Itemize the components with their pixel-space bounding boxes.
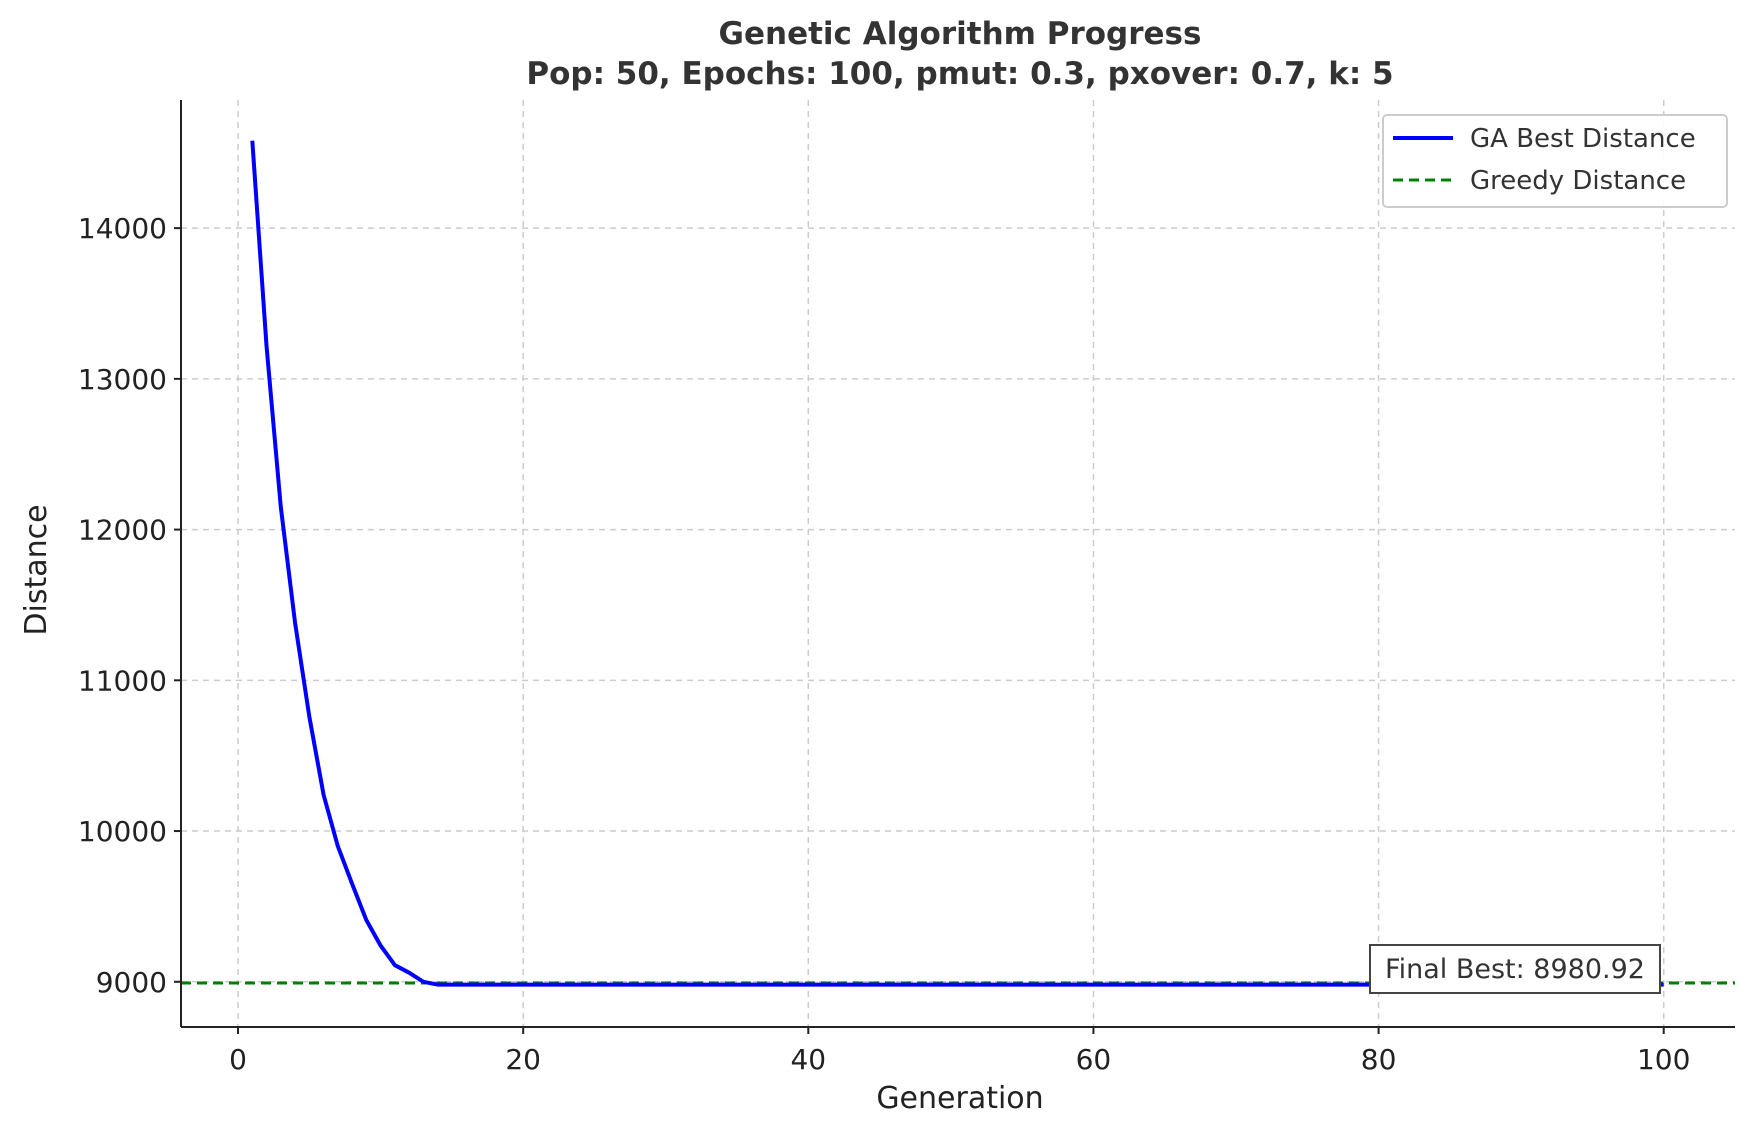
legend-label-greedy: Greedy Distance <box>1470 166 1686 196</box>
annotation-text: Final Best: 8980.92 <box>1385 954 1645 985</box>
grid-lines <box>181 100 1735 1027</box>
x-axis-label: Generation <box>876 1081 1043 1116</box>
final-best-annotation: Final Best: 8980.92 <box>1369 944 1661 994</box>
ga-best-distance-line <box>250 140 1664 987</box>
y-tick-label: 13000 <box>78 363 167 396</box>
legend-label-ga: GA Best Distance <box>1470 124 1696 154</box>
annotation-box <box>1369 944 1661 994</box>
y-tick-label: 11000 <box>78 664 167 697</box>
y-tick-label: 9000 <box>96 966 167 999</box>
chart-subtitle: Pop: 50, Epochs: 100, pmut: 0.3, pxover:… <box>526 56 1393 92</box>
y-tick-label: 12000 <box>78 514 167 547</box>
x-tick-label: 20 <box>505 1043 541 1076</box>
x-tick-label: 0 <box>229 1043 247 1076</box>
legend: GA Best Distance Greedy Distance <box>1382 114 1728 208</box>
y-axis-label: Distance <box>19 504 54 635</box>
series-group <box>181 140 1735 987</box>
y-tick-label: 14000 <box>78 212 167 245</box>
x-tick-label: 80 <box>1361 1043 1397 1076</box>
x-tick-label: 100 <box>1637 1043 1690 1076</box>
chart-title: Genetic Algorithm Progress <box>719 16 1202 52</box>
tick-labels: 0 20 40 60 80 100 9000 10000 11000 12000 13000 1400… <box>78 212 1691 1076</box>
legend-frame <box>1382 114 1728 208</box>
x-tick-label: 60 <box>1076 1043 1112 1076</box>
y-tick-label: 10000 <box>78 815 167 848</box>
axes <box>180 100 1735 1028</box>
x-tick-label: 40 <box>790 1043 826 1076</box>
